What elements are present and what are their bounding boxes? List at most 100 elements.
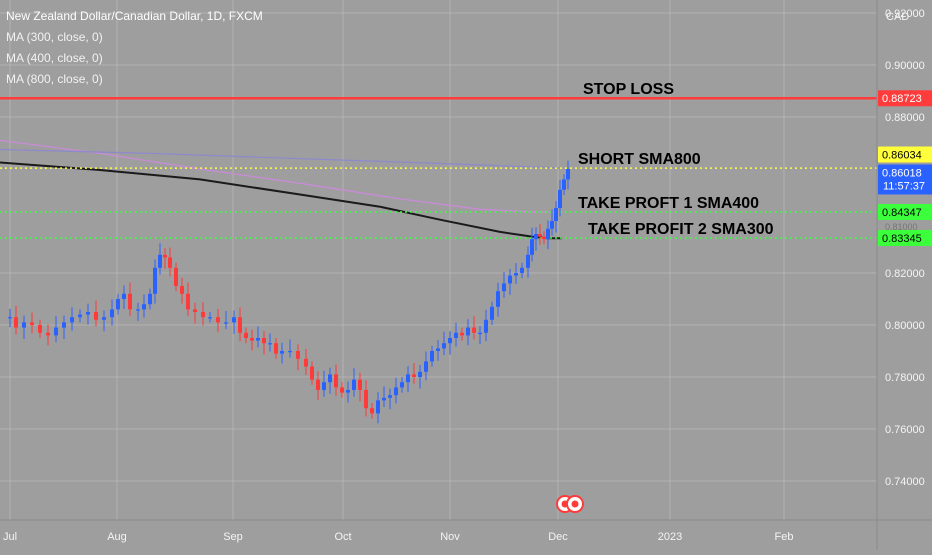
candle-up <box>86 312 90 315</box>
candle-up <box>70 317 74 323</box>
candle-up <box>466 327 470 336</box>
take-profit-2-label: TAKE PROFIT 2 SMA300 <box>588 221 774 238</box>
candle-up <box>514 273 518 276</box>
sma800-price-tag-bg <box>878 146 932 163</box>
candle-up <box>328 374 332 383</box>
price-levels <box>0 96 877 239</box>
candle-up <box>54 327 58 336</box>
candle-up <box>418 371 422 377</box>
price-axis[interactable]: 0.92000 0.90000 0.88000 0.82000 0.80000 0.780… <box>876 0 932 550</box>
annotations: STOP LOSS SHORT SMA800 TAKE PROFT 1 SMA400… <box>578 81 774 238</box>
candle-up <box>388 395 392 398</box>
y-tick-label: 0.76000 <box>885 424 925 436</box>
y-tick-label: 0.88000 <box>885 112 925 124</box>
candle-up <box>153 267 157 294</box>
y-tick-label: 0.78000 <box>885 372 925 384</box>
candle-up <box>102 317 106 320</box>
candle-down <box>250 338 254 341</box>
ma800-legend[interactable]: MA (800, close, 0) <box>6 72 103 86</box>
symbol-title[interactable]: New Zealand Dollar/Canadian Dollar, 1D, … <box>6 9 263 23</box>
candle-down <box>180 286 184 294</box>
candle-up <box>430 351 434 362</box>
candle-down <box>370 408 374 414</box>
candle-down <box>216 317 220 323</box>
candle-up <box>268 343 272 345</box>
candles <box>8 160 570 424</box>
x-tick-label: Feb <box>775 531 794 543</box>
candle-down <box>38 325 42 333</box>
candle-down <box>30 322 34 325</box>
current-price-tag-bg <box>878 164 932 195</box>
candle-down <box>472 327 476 333</box>
candle-down <box>334 374 338 388</box>
candle-up <box>454 332 458 338</box>
candle-down <box>304 358 308 367</box>
candle-up <box>534 234 538 240</box>
current-price-tag: 0.86018 <box>882 168 922 180</box>
candle-down <box>193 309 197 312</box>
ma400-legend[interactable]: MA (400, close, 0) <box>6 51 103 65</box>
candle-down <box>262 338 266 344</box>
candle-up <box>148 293 152 305</box>
candle-down <box>340 387 344 393</box>
ma300-legend[interactable]: MA (300, close, 0) <box>6 30 103 44</box>
stop-loss-label: STOP LOSS <box>583 81 674 98</box>
x-tick-label: Dec <box>548 531 568 543</box>
candle-down <box>186 293 190 310</box>
candle-down <box>358 379 362 390</box>
candle-up <box>566 169 570 180</box>
tp2-price-tag: 0.83345 <box>882 233 922 245</box>
candle-up <box>116 299 120 310</box>
time-axis[interactable]: Jul Aug Sep Oct Nov Dec 2023 Feb <box>0 519 932 543</box>
candle-up <box>558 189 562 208</box>
sma800-price-tag: 0.86034 <box>882 149 922 161</box>
candle-up <box>448 338 452 344</box>
candle-up <box>490 306 494 320</box>
candle-down <box>542 236 546 240</box>
candle-up <box>376 400 380 414</box>
event-flag-icon[interactable] <box>566 495 584 513</box>
candle-down <box>46 332 50 336</box>
short-sma800-label: SHORT SMA800 <box>578 151 701 168</box>
stop-loss-price-tag: 0.88723 <box>882 93 922 105</box>
x-tick-label: Oct <box>334 531 351 543</box>
candle-up <box>502 283 506 292</box>
candle-up <box>520 267 524 273</box>
candle-up <box>394 387 398 396</box>
candle-up <box>136 309 140 311</box>
candle-up <box>554 208 558 221</box>
candle-up <box>232 317 236 323</box>
candle-up <box>424 361 428 372</box>
candle-down <box>316 379 320 390</box>
candle-up <box>406 374 410 383</box>
x-tick-label: Jul <box>3 531 17 543</box>
candle-down <box>538 234 542 237</box>
event-markers[interactable] <box>556 495 584 513</box>
candle-down <box>244 332 248 338</box>
chart-legend: New Zealand Dollar/Canadian Dollar, 1D, … <box>6 6 263 90</box>
candle-down <box>274 343 278 354</box>
candle-up <box>496 291 500 307</box>
candle-up <box>526 254 530 268</box>
currency-label: CAD <box>886 11 909 23</box>
candle-up <box>142 304 146 310</box>
tp1-price-tag-bg <box>878 203 932 220</box>
candle-up <box>508 275 512 284</box>
candle-up <box>110 309 114 318</box>
candle-down <box>174 267 178 286</box>
candle-down <box>128 293 132 310</box>
candle-up <box>546 228 550 240</box>
candle-up <box>78 314 82 318</box>
candle-up <box>8 317 12 319</box>
y-tick-label: 0.92000 <box>885 8 925 20</box>
stop-loss-price-tag-bg <box>878 90 932 107</box>
candle-up <box>288 351 292 353</box>
x-tick-label: Nov <box>440 531 460 543</box>
candle-up <box>442 343 446 349</box>
candle-down <box>364 390 368 409</box>
candle-up <box>322 382 326 390</box>
candle-up <box>400 382 404 388</box>
candle-up <box>280 351 284 354</box>
